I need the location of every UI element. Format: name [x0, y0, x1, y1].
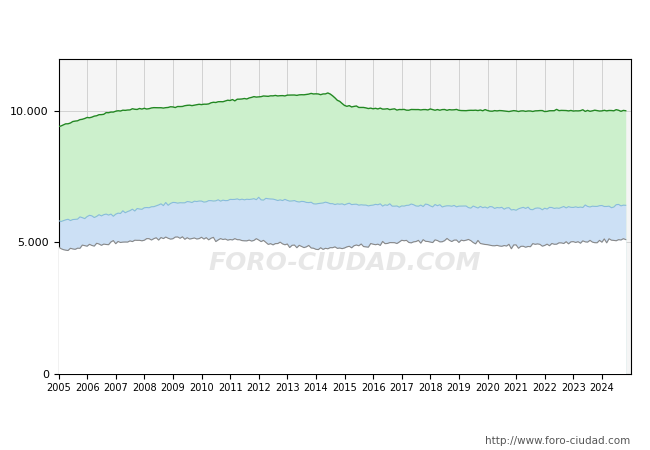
Text: http://www.foro-ciudad.com: http://www.foro-ciudad.com: [486, 436, 630, 446]
Text: FORO-CIUDAD.COM: FORO-CIUDAD.COM: [208, 251, 481, 275]
Text: La Roda - Evolucion de la poblacion en edad de Trabajar Noviembre de 2024: La Roda - Evolucion de la poblacion en e…: [50, 18, 600, 31]
